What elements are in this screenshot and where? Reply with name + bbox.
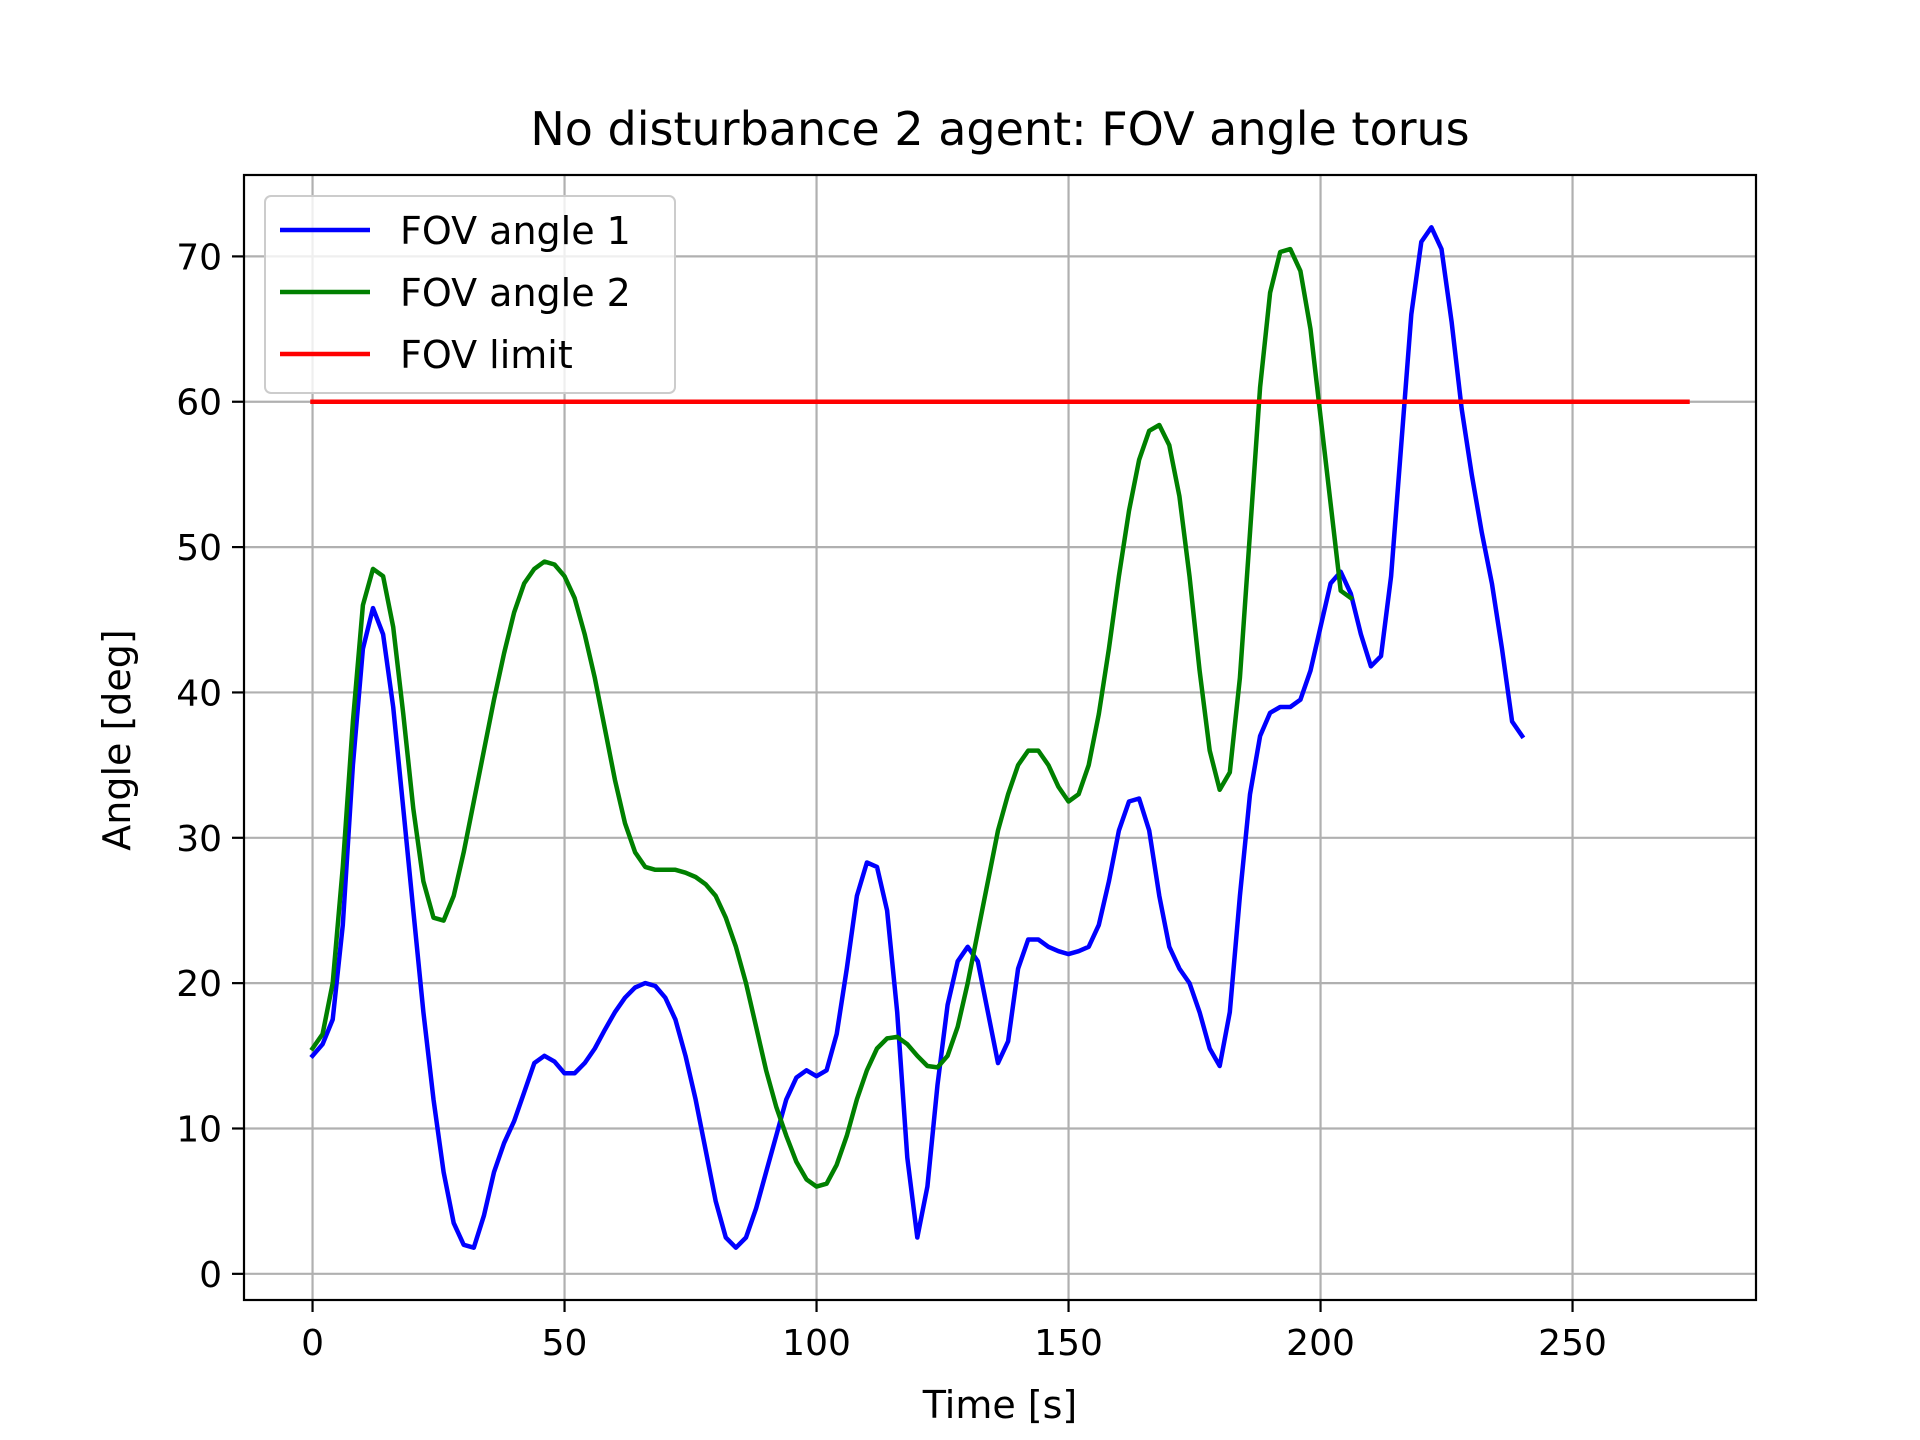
legend-label-fov-angle-1: FOV angle 1 — [400, 209, 631, 253]
legend-label-fov-angle-2: FOV angle 2 — [400, 271, 631, 315]
y-tick-label: 60 — [176, 383, 222, 424]
y-tick-label: 70 — [176, 237, 222, 278]
x-axis-label: Time [s] — [922, 1383, 1078, 1427]
x-tick-label: 200 — [1286, 1323, 1355, 1364]
series-line-fov-angle-2 — [309, 246, 1354, 1189]
x-tick-label: 0 — [301, 1323, 324, 1364]
x-tick-label: 150 — [1034, 1323, 1103, 1364]
legend-label-fov-limit: FOV limit — [400, 333, 573, 377]
x-tick-label: 100 — [782, 1323, 851, 1364]
y-tick-label: 50 — [176, 528, 222, 569]
x-axis-ticks: 0 50 100 150 200 250 — [301, 1300, 1607, 1364]
chart-title: No disturbance 2 agent: FOV angle torus — [530, 102, 1469, 156]
y-tick-label: 40 — [176, 673, 222, 714]
legend-box — [264, 195, 676, 394]
y-tick-label: 10 — [176, 1109, 222, 1150]
legend: FOV angle 1 FOV angle 2 FOV limit — [264, 195, 676, 394]
x-tick-label: 250 — [1538, 1323, 1607, 1364]
plot-frame — [242, 173, 1758, 1302]
y-tick-label: 20 — [176, 964, 222, 1005]
y-axis-label: Angle [deg] — [95, 629, 139, 851]
grid — [244, 175, 1756, 1300]
x-tick-label: 50 — [542, 1323, 588, 1364]
y-tick-label: 30 — [176, 819, 222, 860]
series-layer — [309, 225, 1690, 1250]
y-tick-label: 0 — [199, 1255, 222, 1296]
y-axis-ticks: 0 10 20 30 40 50 60 70 — [176, 237, 244, 1296]
series-line-fov-angle-1 — [309, 225, 1526, 1250]
